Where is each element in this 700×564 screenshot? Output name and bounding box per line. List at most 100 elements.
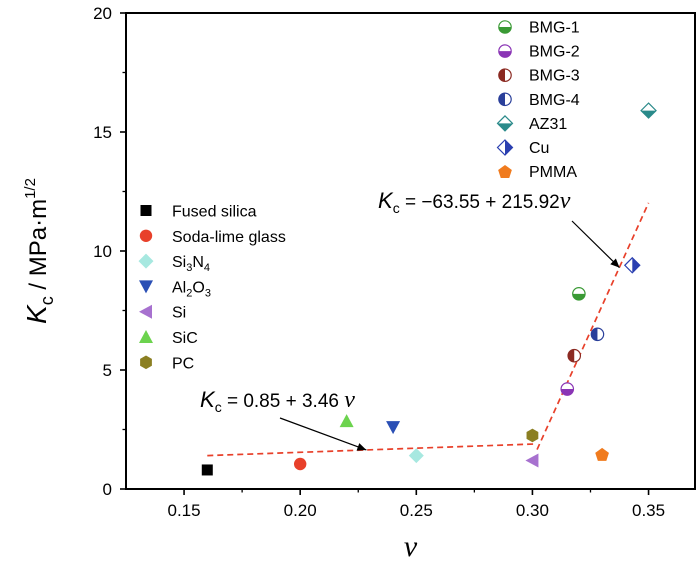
marker-half-fill [572, 293, 586, 301]
marker-half-fill [632, 257, 640, 273]
marker-shape [140, 205, 152, 216]
legend-label-al2o3: Al2O3 [172, 279, 211, 299]
x-tick-label: 0.25 [400, 501, 433, 520]
marker-pc [526, 428, 539, 443]
legend-text: O [192, 279, 204, 296]
marker-outline [590, 327, 605, 342]
marker-outline [572, 287, 586, 301]
marker-az31 [640, 102, 657, 119]
legend-label-si: Si [172, 305, 186, 322]
legend-subscript: 3 [186, 262, 192, 274]
legend-label-bmg-4: BMG-4 [529, 92, 580, 109]
marker-shape [140, 355, 152, 370]
marker-half-fill [505, 140, 513, 155]
eq-body: = 0.85 + 3.46 [222, 391, 345, 412]
legend-label-bmg-2: BMG-2 [529, 44, 580, 61]
marker-shape [139, 304, 152, 319]
marker-outline [498, 44, 512, 58]
marker-pmma [595, 447, 609, 461]
marker-shape [138, 253, 154, 269]
marker-shape [595, 447, 609, 461]
marker-bmg-3 [567, 348, 582, 363]
marker-al2o3 [386, 421, 401, 435]
marker-half-fill [561, 389, 574, 396]
marker-fused-silica [201, 464, 213, 476]
marker-half-fill [498, 27, 512, 34]
legend-label-bmg-1: BMG-1 [529, 20, 580, 37]
marker-outline [567, 348, 582, 363]
legend-text: N [192, 254, 204, 271]
marker-legend-soda-lime-glass [139, 229, 153, 242]
legend-label-pc: PC [172, 355, 194, 372]
eq-body: = −63.55 + 215.92 [400, 192, 560, 213]
marker-shape [525, 453, 539, 468]
x-tick-label: 0.20 [284, 501, 317, 520]
marker-legend-cu [496, 139, 514, 156]
axis-labels: ν Kc / MPa·m1/2 [21, 178, 418, 563]
marker-outline [498, 92, 512, 107]
marker-sic [339, 414, 354, 428]
marker-half-fill [497, 123, 513, 131]
marker-shape [139, 280, 153, 294]
marker-bmg-4 [590, 327, 605, 342]
legend-subscript: 2 [186, 287, 192, 299]
marker-cu [623, 256, 641, 274]
legend-subscript: 3 [205, 287, 211, 299]
annotations: Kc = 0.85 + 3.46 ν Kc = −63.55 + 215.92ν [200, 188, 620, 451]
legend-label-bmg-3: BMG-3 [529, 68, 580, 85]
marker-half-fill [498, 93, 505, 106]
legend-label-cu: Cu [529, 140, 549, 157]
legend-label-fused-silica: Fused silica [172, 204, 257, 221]
marker-legend-al2o3 [139, 280, 153, 294]
annotation-arrow-2 [571, 220, 620, 269]
marker-outline [496, 115, 514, 132]
fit-line-2 [536, 202, 650, 450]
plot-frame: 0.15 0.20 0.25 0.30 0.35 0 5 10 15 20 [93, 4, 696, 520]
marker-outline [498, 20, 512, 34]
marker-outline [498, 68, 512, 82]
marker-half-fill [591, 328, 598, 341]
x-tick-label: 0.35 [632, 501, 665, 520]
plot-area-border [125, 12, 696, 490]
legend-label-az31: AZ31 [529, 116, 567, 133]
y-axis-label-subscript: c [37, 296, 57, 305]
y-axis-label-unit: / MPa·m [25, 199, 52, 296]
equation-1: Kc = 0.85 + 3.46 ν [200, 387, 355, 415]
fit-line-1 [207, 443, 538, 457]
marker-legend-si3n4 [138, 253, 154, 269]
y-tick-label: 10 [93, 242, 112, 261]
marker-shape [526, 428, 539, 443]
marker-legend-fused-silica [140, 205, 152, 216]
equation-2: Kc = −63.55 + 215.92ν [378, 188, 571, 216]
x-tick-label: 0.30 [516, 501, 549, 520]
marker-shape [293, 457, 307, 471]
legend-label-soda-lime-glass: Soda-lime glass [172, 229, 286, 246]
y-axis-label-superscript: 1/2 [22, 178, 39, 199]
marker-shape [498, 165, 512, 179]
marker-shape [339, 414, 354, 428]
marker-shape [139, 330, 153, 343]
marker-soda-lime-glass [293, 457, 307, 471]
marker-legend-bmg-4 [498, 92, 512, 107]
marker-shape [408, 448, 424, 464]
marker-legend-bmg-2 [498, 44, 512, 58]
marker-outline [640, 102, 657, 119]
y-tick-label: 20 [93, 4, 112, 23]
marker-outline [560, 382, 575, 396]
eq-nu: ν [560, 188, 571, 214]
annotation-arrowhead-1 [356, 443, 367, 451]
marker-shape [386, 421, 401, 435]
y-tick-label: 5 [103, 361, 112, 380]
fit-lines [207, 202, 650, 457]
marker-half-fill [641, 110, 657, 119]
legend-text: Al [172, 279, 186, 296]
legend-label-si3n4: Si3N4 [172, 254, 210, 274]
marker-half-fill [498, 51, 512, 58]
eq-symbol: K [200, 387, 216, 412]
annotation-arrowhead-2 [610, 258, 620, 268]
eq-symbol: K [378, 188, 394, 213]
marker-half-fill [498, 69, 505, 82]
data-points [201, 102, 657, 476]
marker-legend-bmg-1 [498, 20, 512, 34]
